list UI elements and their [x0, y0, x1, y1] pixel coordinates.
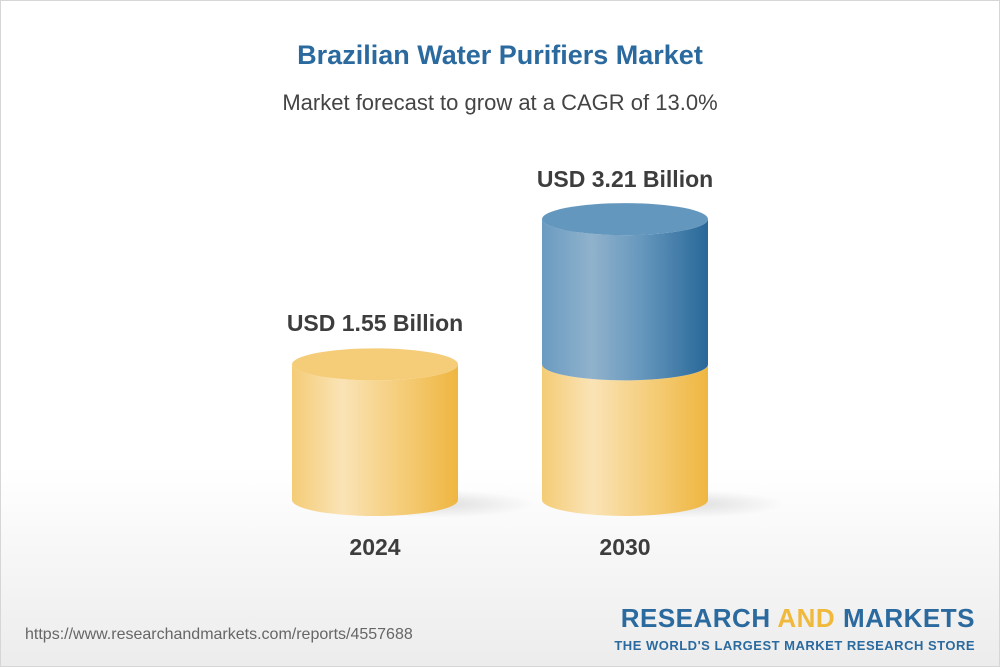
chart-subtitle: Market forecast to grow at a CAGR of 13.…	[282, 90, 718, 115]
cylinder-growth-2030	[542, 219, 708, 381]
logo-text-markets: MARKETS	[835, 603, 975, 633]
brand-logo: RESEARCH AND MARKETS	[621, 603, 975, 634]
cylinder-top-2030	[542, 203, 708, 236]
chart-title: Brazilian Water Purifiers Market	[297, 40, 703, 70]
brand-tagline: THE WORLD'S LARGEST MARKET RESEARCH STOR…	[614, 638, 975, 653]
cylinder-top-2024	[292, 348, 458, 381]
logo-text-and: AND	[777, 603, 836, 633]
logo-text-research: RESEARCH	[620, 603, 778, 633]
source-url[interactable]: https://www.researchandmarkets.com/repor…	[25, 626, 413, 643]
cylinder-base-2024	[292, 364, 458, 516]
value-label-2030: USD 3.21 Billion	[536, 166, 714, 192]
year-label-2024: 2024	[349, 534, 401, 560]
year-label-2030: 2030	[599, 534, 651, 560]
cylinder-base-2030	[542, 364, 708, 516]
value-label-2024: USD 1.55 Billion	[286, 310, 464, 336]
